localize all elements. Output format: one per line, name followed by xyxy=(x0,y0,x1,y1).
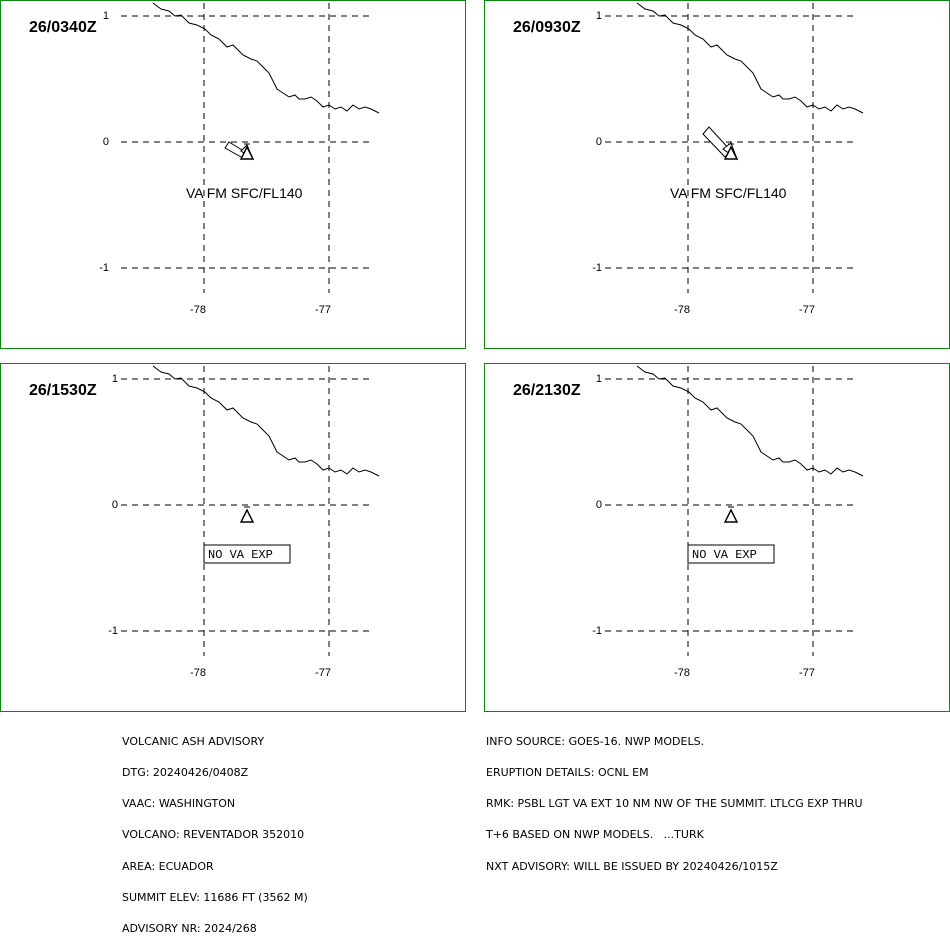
advisory-line: DTG: 20240426/0408Z xyxy=(122,766,249,780)
forecast-time: 26/0930Z xyxy=(513,19,581,36)
coastline xyxy=(152,365,380,477)
forecast-panel-3: 1 0 -1 -78 -77 NO VA EXP 26/1530Z xyxy=(0,363,466,712)
lat-tick: -1 xyxy=(99,262,109,274)
advisory-line: VOLCANIC ASH ADVISORY xyxy=(122,734,265,748)
lon-tick: -78 xyxy=(190,304,206,316)
map-canvas-2: 1 0 -1 -78 -77 VA FM SFC/FL140 xyxy=(592,2,864,316)
map-canvas-3: 1 0 -1 -78 -77 NO VA EXP xyxy=(108,365,380,679)
lon-tick: -77 xyxy=(799,667,815,679)
lon-tick: -77 xyxy=(315,304,331,316)
advisory-line: VAAC: WASHINGTON xyxy=(122,797,236,811)
advisory-line: T+6 BASED ON NWP MODELS. ...TURK xyxy=(486,828,704,842)
lat-tick: 0 xyxy=(103,136,109,148)
no-ash-box xyxy=(203,544,291,564)
ash-description: VA FM SFC/FL140 xyxy=(670,185,787,201)
lat-tick: 1 xyxy=(596,373,602,385)
lat-tick: 0 xyxy=(112,499,118,511)
lat-tick: 0 xyxy=(596,499,602,511)
forecast-panel-4: 1 0 -1 -78 -77 NO VA EXP 26/2130Z xyxy=(484,363,950,712)
map-canvas-1: 1 0 -1 -78 -77 VA FM SFC/FL140 xyxy=(99,2,380,316)
forecast-time: 26/1530Z xyxy=(29,382,97,399)
lat-tick: -1 xyxy=(592,625,602,637)
coastline xyxy=(636,365,864,477)
grid-lines xyxy=(605,366,858,656)
lat-tick: 1 xyxy=(596,10,602,22)
advisory-line: VOLCANO: REVENTADOR 352010 xyxy=(122,828,305,842)
advisory-line: SUMMIT ELEV: 11686 FT (3562 M) xyxy=(122,890,308,904)
advisory-line: NXT ADVISORY: WILL BE ISSUED BY 20240426… xyxy=(486,859,778,873)
grid-lines xyxy=(121,366,374,656)
lat-tick: -1 xyxy=(592,262,602,274)
map-canvas-4: 1 0 -1 -78 -77 NO VA EXP xyxy=(592,365,864,679)
volcano-icon xyxy=(723,143,739,160)
forecast-panel-1: 1 0 -1 -78 -77 VA FM SFC/FL140 26/0340Z xyxy=(0,0,466,349)
volcano-icon xyxy=(239,143,255,160)
ash-description: NO VA EXP xyxy=(692,548,757,562)
advisory-info-right: INFO SOURCE: GOES-16. NWP MODELS. ERUPTI… xyxy=(486,716,863,882)
forecast-time: 26/0340Z xyxy=(29,19,97,36)
grid-lines xyxy=(605,3,858,293)
ash-description: NO VA EXP xyxy=(208,548,273,562)
lat-tick: 1 xyxy=(112,373,118,385)
advisory-line: ERUPTION DETAILS: OCNL EM xyxy=(486,766,649,780)
grid-lines xyxy=(121,3,374,293)
forecast-panel-2: 1 0 -1 -78 -77 VA FM SFC/FL140 26/0930Z xyxy=(484,0,950,349)
advisory-line: AREA: ECUADOR xyxy=(122,859,214,873)
lat-tick: -1 xyxy=(108,625,118,637)
forecast-time: 26/2130Z xyxy=(513,382,581,399)
no-ash-box xyxy=(687,544,775,564)
lon-tick: -78 xyxy=(674,667,690,679)
volcano-icon xyxy=(723,506,739,523)
coastline xyxy=(636,2,864,114)
advisory-line: ADVISORY NR: 2024/268 xyxy=(122,922,257,936)
ash-description: VA FM SFC/FL140 xyxy=(186,185,303,201)
lat-tick: 0 xyxy=(596,136,602,148)
lon-tick: -78 xyxy=(190,667,206,679)
lat-tick: 1 xyxy=(103,10,109,22)
lon-tick: -78 xyxy=(674,304,690,316)
lon-tick: -77 xyxy=(799,304,815,316)
lon-tick: -77 xyxy=(315,667,331,679)
advisory-info-left: VOLCANIC ASH ADVISORY DTG: 20240426/0408… xyxy=(122,716,308,945)
advisory-line: INFO SOURCE: GOES-16. NWP MODELS. xyxy=(486,734,705,748)
coastline xyxy=(152,2,380,114)
volcano-icon xyxy=(239,506,255,523)
advisory-line: RMK: PSBL LGT VA EXT 10 NM NW OF THE SUM… xyxy=(486,797,863,811)
